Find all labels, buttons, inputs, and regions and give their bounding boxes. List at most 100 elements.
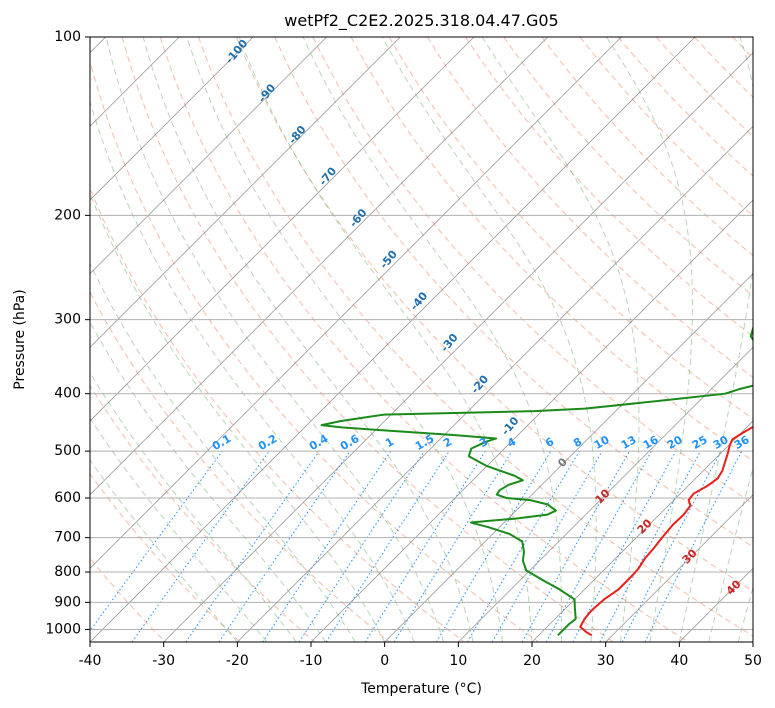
mixing-ratio-label: 0.4: [307, 432, 331, 453]
mixing-ratio-label: 6: [543, 435, 556, 450]
mixing-ratio-label: 20: [665, 433, 685, 452]
y-tick-label: 500: [54, 443, 81, 459]
plot-frame: [89, 36, 754, 643]
x-tick-label: 20: [523, 653, 541, 669]
isotherm-line: [90, 37, 696, 642]
dry-adiabat: [426, 37, 753, 378]
isotherm-line: [163, 52, 753, 642]
moist-adiabat: [90, 459, 238, 642]
grid-lines: [90, 37, 753, 642]
mixing-ratio-label: 4: [505, 435, 518, 450]
x-tick-label: -30: [152, 653, 175, 669]
dry-adiabat: [388, 37, 753, 420]
y-tick-label: 700: [54, 530, 81, 546]
mixing-ratio-label: 0.6: [338, 432, 362, 453]
mixing-ratio-line: [90, 450, 223, 632]
mixing-ratio-label: 25: [690, 433, 710, 452]
mixing-ratio-line: [644, 450, 743, 642]
dry-adiabat-label: -60: [347, 206, 370, 230]
x-axis-label: Temperature (°C): [360, 681, 482, 697]
mixing-ratio-line: [262, 450, 392, 642]
x-tick-label: -40: [79, 653, 102, 669]
mixing-ratio-line: [325, 450, 450, 642]
moist-adiabat: [302, 37, 563, 642]
mixing-ratio-line: [185, 450, 320, 642]
moist-adiabat: [708, 465, 753, 642]
mixing-ratio-line: [572, 450, 677, 642]
temperature-profile: [579, 425, 753, 637]
moist-adiabat: [606, 37, 693, 642]
isotherm-line: [90, 37, 622, 569]
dry-adiabat: [694, 37, 753, 98]
isotherm-line: [90, 37, 401, 348]
mixing-ratio-label: 0.2: [256, 432, 279, 453]
dry-adiabat-label: -70: [316, 164, 339, 188]
moist-adiabat: [142, 37, 474, 642]
dry-adiabat: [350, 37, 753, 462]
dry-adiabat: [541, 37, 753, 257]
isotherm-line: [458, 346, 753, 642]
reference-lines: [90, 37, 753, 642]
moist-adiabat-label: 0: [555, 455, 570, 470]
y-tick-label: 100: [54, 29, 81, 45]
mixing-ratio-label: 1.5: [413, 432, 436, 453]
isotherm-line: [752, 641, 753, 642]
moist-adiabat: [90, 99, 415, 642]
dry-adiabat: [159, 37, 689, 642]
dry-adiabat-label: -40: [408, 289, 431, 313]
mixing-ratio-line: [545, 450, 653, 642]
x-tick-label: 10: [449, 653, 467, 669]
mixing-ratio-label: 1: [383, 435, 396, 450]
moist-adiabat: [105, 37, 445, 642]
mixing-ratio-line: [298, 450, 425, 642]
mixing-ratio-line: [599, 450, 701, 642]
moist-adiabat: [90, 262, 356, 642]
mixing-ratio-label: 2: [441, 435, 454, 450]
mixing-ratio-line: [131, 450, 270, 642]
x-tick-label: 40: [670, 653, 688, 669]
dry-adiabat: [90, 384, 316, 642]
x-tick-label: 30: [597, 653, 615, 669]
mixing-ratio-line: [393, 450, 513, 642]
dry-adiabat: [198, 37, 753, 637]
mixing-ratio-label: 8: [571, 435, 584, 450]
axis-ticks: -40 -30 -20 -10 0 10 20 30 40 5010020030040050060…: [45, 29, 762, 669]
dry-adiabat: [236, 37, 753, 592]
moist-adiabat: [481, 37, 640, 642]
isotherm-line: [310, 199, 753, 642]
mixing-ratio-label: 13: [619, 433, 639, 452]
mixing-ratio-label: 10: [592, 433, 612, 452]
dry-adiabat: [90, 59, 540, 642]
moist-adiabat: [737, 585, 753, 642]
y-tick-label: 300: [54, 312, 81, 328]
dry-adiabat: [274, 37, 753, 548]
moist-adiabat: [90, 320, 327, 642]
isotherm-line: [90, 37, 327, 275]
dry-adiabat: [90, 291, 390, 642]
isotherm-line: [237, 125, 753, 642]
dry-adiabat-label: -80: [286, 123, 309, 147]
dry-adiabat: [90, 186, 465, 642]
isotherm-line: [531, 420, 753, 642]
y-axis-label: Pressure (hPa): [12, 289, 28, 389]
moist-adiabat-label: 30: [680, 546, 700, 566]
dry-adiabat: [579, 37, 753, 217]
dry-adiabat: [121, 37, 614, 642]
moist-adiabat: [381, 37, 597, 642]
y-tick-label: 800: [54, 564, 81, 580]
dry-adiabat: [312, 37, 753, 505]
y-tick-label: 200: [54, 207, 81, 223]
x-tick-label: -20: [226, 653, 249, 669]
y-tick-label: 1000: [45, 621, 81, 637]
moist-adiabat: [90, 371, 297, 642]
dry-adiabat: [732, 37, 753, 59]
mixing-ratio-line: [521, 450, 630, 642]
moist-adiabat: [678, 37, 753, 642]
mixing-ratio-line: [364, 450, 486, 642]
x-tick-label: 0: [380, 653, 389, 669]
moist-adiabat-label: 20: [635, 516, 655, 536]
isotherm-line: [384, 273, 753, 642]
isotherm-line: [605, 494, 753, 642]
y-tick-label: 600: [54, 490, 81, 506]
